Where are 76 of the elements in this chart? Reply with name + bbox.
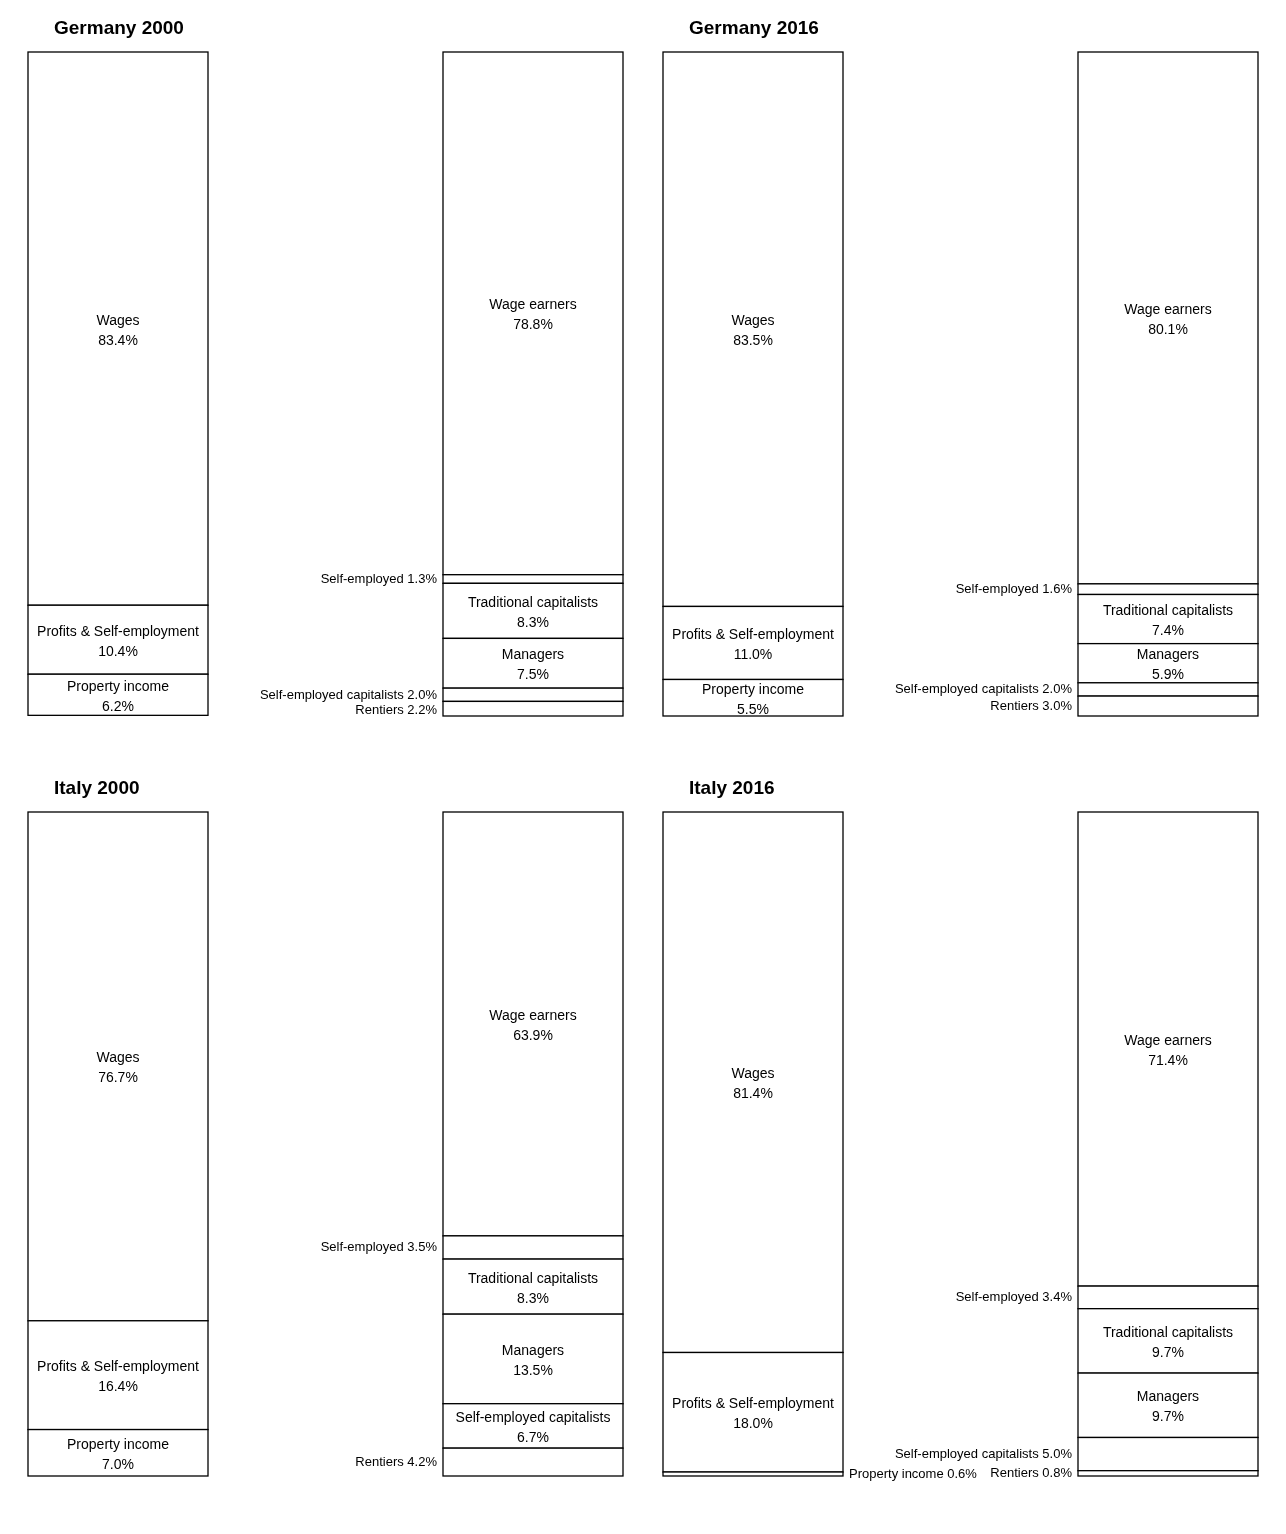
data-label: 7.0% [102,1455,134,1472]
data-label: 3.5% [407,1239,437,1255]
category-label: Self-employed [320,1239,404,1255]
data-label: 2.2% [407,701,437,717]
data-label: 11.0% [733,645,773,662]
data-label: 80.1% [1148,320,1188,337]
data-label: 7.4% [1152,622,1184,639]
category-label: Wage earners [489,1006,577,1023]
category-label: Rentiers [990,698,1039,714]
data-label: 0.8% [1042,1465,1072,1481]
data-label: 78.8% [513,316,553,333]
category-label: Managers [501,1341,565,1358]
data-label: 8.3% [517,613,549,630]
data-label: 83.5% [733,332,773,349]
category-label: Wage earners [1124,300,1212,317]
category-label: Managers [1136,1388,1200,1405]
category-label: Property income [849,1466,944,1482]
data-label: 5.5% [737,700,769,717]
text: Germany 2016 [689,17,819,38]
category-label: Wages [96,1049,140,1066]
data-label: 2.0% [1042,681,1072,697]
data-label: 7.5% [517,666,549,683]
category-label: Property income [702,680,805,697]
category-label: Traditional capitalists [467,593,599,610]
data-label: 81.4% [733,1085,773,1102]
data-label: 8.3% [517,1289,549,1306]
category-label: Self-employed capitalists [894,1446,1039,1462]
text: Italy 2016 [689,777,775,798]
category-label: Rentiers [990,1465,1039,1481]
data-label: 3.0% [1042,698,1072,714]
data-label: 1.3% [407,571,437,587]
data-label: 83.4% [98,331,138,348]
data-label: 3.4% [1042,1289,1072,1305]
category-label: Wage earners [1124,1032,1212,1049]
category-label: Profits & Self-employment [37,1358,200,1375]
data-label: 6.2% [102,697,134,714]
data-label: 6.7% [517,1428,549,1445]
data-label: 4.2% [407,1454,437,1470]
data-label: 9.7% [1152,1408,1184,1425]
data-label: 16.4% [98,1378,138,1395]
category-label: Traditional capitalists [1102,602,1234,619]
category-label: Managers [1136,646,1200,663]
data-label: 63.9% [513,1026,553,1043]
data-label: 0.6% [947,1466,977,1482]
data-label: 18.0% [733,1415,773,1432]
text: Italy 2000 [54,777,140,798]
category-label: Property income [67,677,170,694]
category-label: Wages [96,311,140,328]
data-label: 10.4% [98,642,138,659]
data-label: 5.9% [1152,666,1184,683]
category-label: Profits & Self-employment [37,622,200,639]
category-label: Self-employed capitalists [455,1408,611,1425]
category-label: Self-employed capitalists [259,686,404,702]
text: Germany 2000 [54,17,184,38]
category-label: Property income [67,1435,170,1452]
category-label: Profits & Self-employment [672,1395,835,1412]
category-label: Self-employed capitalists [894,681,1039,697]
category-label: Rentiers [355,701,404,717]
category-label: Wages [731,312,775,329]
category-label: Profits & Self-employment [672,625,835,642]
data-label: 5.0% [1042,1446,1072,1462]
data-label: 13.5% [513,1361,553,1378]
data-label: 1.6% [1042,581,1072,597]
category-label: Rentiers [355,1454,404,1470]
data-label: 2.0% [407,686,437,702]
category-label: Self-employed [955,581,1039,597]
category-label: Managers [501,646,565,663]
category-label: Wages [731,1065,775,1082]
category-label: Traditional capitalists [467,1269,599,1286]
category-label: Self-employed [955,1289,1039,1305]
category-label: Traditional capitalists [1102,1323,1234,1340]
data-label: 76.7% [98,1069,138,1086]
category-label: Wage earners [489,296,577,313]
data-label: 9.7% [1152,1343,1184,1360]
category-label: Self-employed [320,571,404,587]
data-label: 71.4% [1148,1052,1188,1069]
